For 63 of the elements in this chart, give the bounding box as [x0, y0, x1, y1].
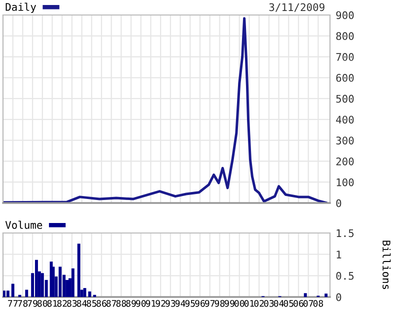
legend-label: Daily	[6, 2, 36, 13]
x-tick-label: 83	[67, 300, 77, 307]
x-tick-label: 86	[96, 300, 106, 307]
x-tick-label: 99	[224, 300, 234, 307]
bar	[88, 291, 92, 297]
x-tick-label: 80	[38, 300, 48, 307]
x-tick-label: 88	[116, 300, 126, 307]
x-tick-label: 07	[303, 300, 314, 307]
bar	[324, 294, 328, 297]
x-tick-label: 08	[313, 300, 324, 307]
x-tick-label: 95	[185, 300, 195, 307]
x-tick-label: 06	[294, 300, 304, 307]
y-tick-label: 1	[336, 250, 342, 258]
x-tick-label: 92	[156, 300, 166, 307]
x-tick-label: 00	[234, 300, 244, 307]
x-tick-label: 91	[146, 300, 156, 307]
bar	[6, 290, 10, 297]
bar	[25, 290, 28, 297]
x-tick-label: 94	[175, 300, 186, 307]
x-tick-label: 85	[86, 300, 96, 307]
x-tick-label: 04	[274, 300, 284, 307]
x-tick-label: 82	[57, 300, 67, 307]
bar	[3, 290, 6, 297]
y-tick-label: 500	[336, 94, 354, 103]
text: 3/11/2009	[269, 3, 324, 12]
x-tick-label: 89	[126, 300, 136, 307]
y-tick-label: 0	[336, 293, 342, 302]
y-tick-label: 600	[336, 74, 354, 82]
y-tick-label: 400	[336, 116, 354, 124]
x-tick-label: 97	[204, 300, 215, 307]
y-tick-label: 200	[336, 157, 354, 166]
bar	[77, 244, 80, 297]
y-tick-label: 1.5	[336, 229, 354, 238]
y-tick-label: 900	[336, 11, 354, 20]
bar	[58, 266, 62, 297]
y2-axis-title: Billions	[382, 240, 391, 290]
y-tick-label: 700	[336, 53, 354, 61]
x-tick-label: 87	[106, 300, 116, 307]
legend-label: Volume	[5, 220, 42, 229]
y-tick-label: 100	[336, 178, 354, 186]
bar	[71, 268, 74, 297]
x-tick-label: 02	[254, 300, 264, 307]
x-tick-label: 01	[244, 300, 254, 307]
x-tick-label: 03	[264, 300, 274, 307]
x-tick-label: 98	[214, 300, 225, 307]
x-tick-label: 93	[166, 300, 176, 307]
x-tick-label: 79	[28, 300, 38, 307]
x-tick-label: 78	[18, 300, 28, 307]
bar	[11, 284, 14, 297]
x-tick-label: 77	[8, 300, 18, 307]
x-tick-label: 90	[136, 300, 146, 307]
bar	[304, 293, 307, 297]
bar	[35, 260, 38, 297]
x-tick-label: 84	[76, 300, 87, 307]
y-tick-label: 0	[336, 199, 342, 208]
x-tick-label: 05	[284, 300, 294, 307]
bar	[40, 273, 44, 297]
line-series	[3, 17, 328, 203]
y-tick-label: 800	[336, 32, 354, 40]
y-tick-label: 0.5	[336, 272, 354, 280]
x-tick-label: 81	[47, 300, 58, 307]
y-tick-label: 300	[336, 136, 354, 144]
x-tick-label: 96	[195, 300, 205, 307]
